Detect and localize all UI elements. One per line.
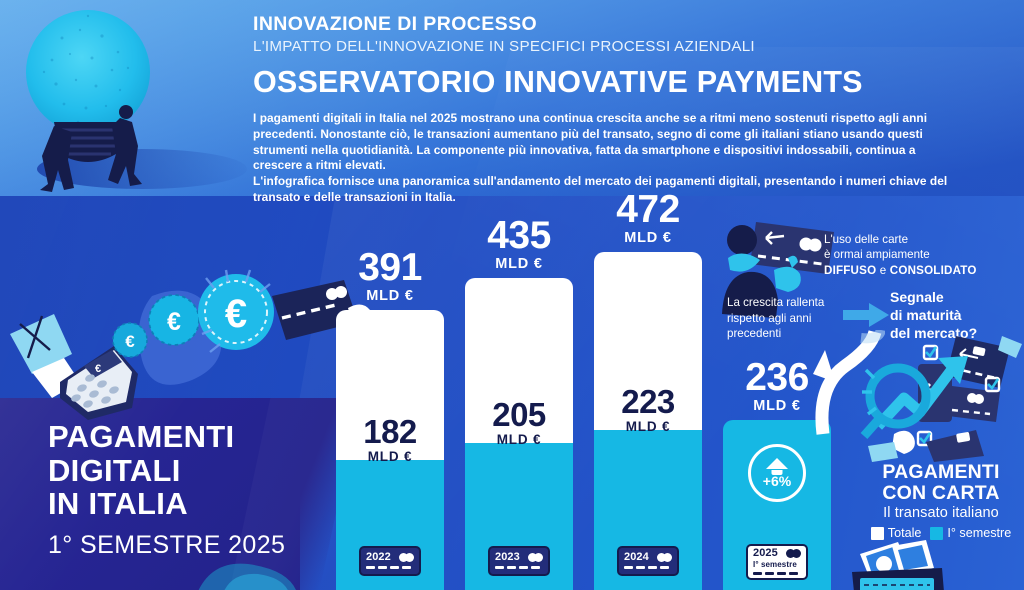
header-subtitle: L'IMPATTO DELL'INNOVAZIONE IN SPECIFICI … xyxy=(253,37,755,55)
card-number-dashes xyxy=(495,565,543,570)
bar-semester-label-2024: 223 MLD € xyxy=(621,382,675,434)
slowdown-annotation: La crescita rallenta rispetto agli anni … xyxy=(727,296,825,341)
mastercard-icon xyxy=(528,552,543,562)
card-number-dashes xyxy=(624,565,672,570)
chart-legend: Totale I° semestre xyxy=(858,526,1024,540)
right-arrow-icon xyxy=(843,302,889,328)
year-card-2022: 2022 xyxy=(359,546,421,576)
bar-total-label-2023: 435 MLD € xyxy=(487,213,551,272)
bar-semester-label-2023: 205 MLD € xyxy=(492,395,546,447)
header-body: I pagamenti digitali in Italia nel 2025 … xyxy=(253,111,953,206)
card-payments-block: PAGAMENTI CON CARTA Il transato italiano… xyxy=(858,462,1024,540)
header-paragraph-2: L'infografica fornisce una panoramica su… xyxy=(253,174,948,204)
bar-semester-label-2022: 182 MLD € xyxy=(363,412,417,464)
legend-item-totale: Totale xyxy=(870,526,921,540)
card-payments-title: PAGAMENTI CON CARTA xyxy=(882,461,1000,504)
legend-swatch-semestre xyxy=(930,526,944,540)
arrow-stem xyxy=(771,470,783,475)
header-kicker: INNOVAZIONE DI PROCESSO xyxy=(253,13,538,35)
bar-chart: 391 MLD € 182 MLD € 2022 435 MLD € xyxy=(336,190,856,590)
growth-percent-label: +6% xyxy=(762,473,792,489)
left-panel-title: PAGAMENTI DIGITALI IN ITALIA xyxy=(48,419,235,522)
page-title: OSSERVATORIO INNOVATIVE PAYMENTS xyxy=(253,65,863,100)
mastercard-icon xyxy=(399,552,414,562)
card-number-dashes xyxy=(366,565,414,570)
arrow-up-icon xyxy=(766,458,788,469)
card-payments-subtitle: Il transato italiano xyxy=(883,505,999,522)
left-title-panel xyxy=(0,398,300,590)
left-panel-subtitle: 1° SEMESTRE 2025 xyxy=(48,531,286,559)
bar-total-label-2024: 472 MLD € xyxy=(616,187,680,246)
bar-total-label-2022: 391 MLD € xyxy=(358,245,422,304)
year-card-2024: 2024 xyxy=(617,546,679,576)
mastercard-icon xyxy=(657,552,672,562)
year-card-2025: 2025 I° semestre xyxy=(746,544,808,580)
card-number-dashes xyxy=(753,571,801,575)
year-card-2023: 2023 xyxy=(488,546,550,576)
cards-usage-annotation: L'uso delle carte è ormai ampiamente DIF… xyxy=(824,233,977,277)
market-maturity-annotation: Segnale di maturità del mercato? xyxy=(890,289,978,341)
legend-item-semestre: I° semestre xyxy=(930,526,1011,540)
header-paragraph-1: I pagamenti digitali in Italia nel 2025 … xyxy=(253,110,928,173)
growth-badge-2025: +6% xyxy=(748,444,806,502)
bar-total-label-2025: 236 MLD € xyxy=(745,355,809,414)
legend-swatch-totale xyxy=(870,526,884,540)
year-card-sublabel-2025: I° semestre xyxy=(753,559,797,569)
header-block: INNOVAZIONE DI PROCESSO L'IMPATTO DELL'I… xyxy=(253,13,953,206)
mastercard-icon xyxy=(786,549,801,559)
